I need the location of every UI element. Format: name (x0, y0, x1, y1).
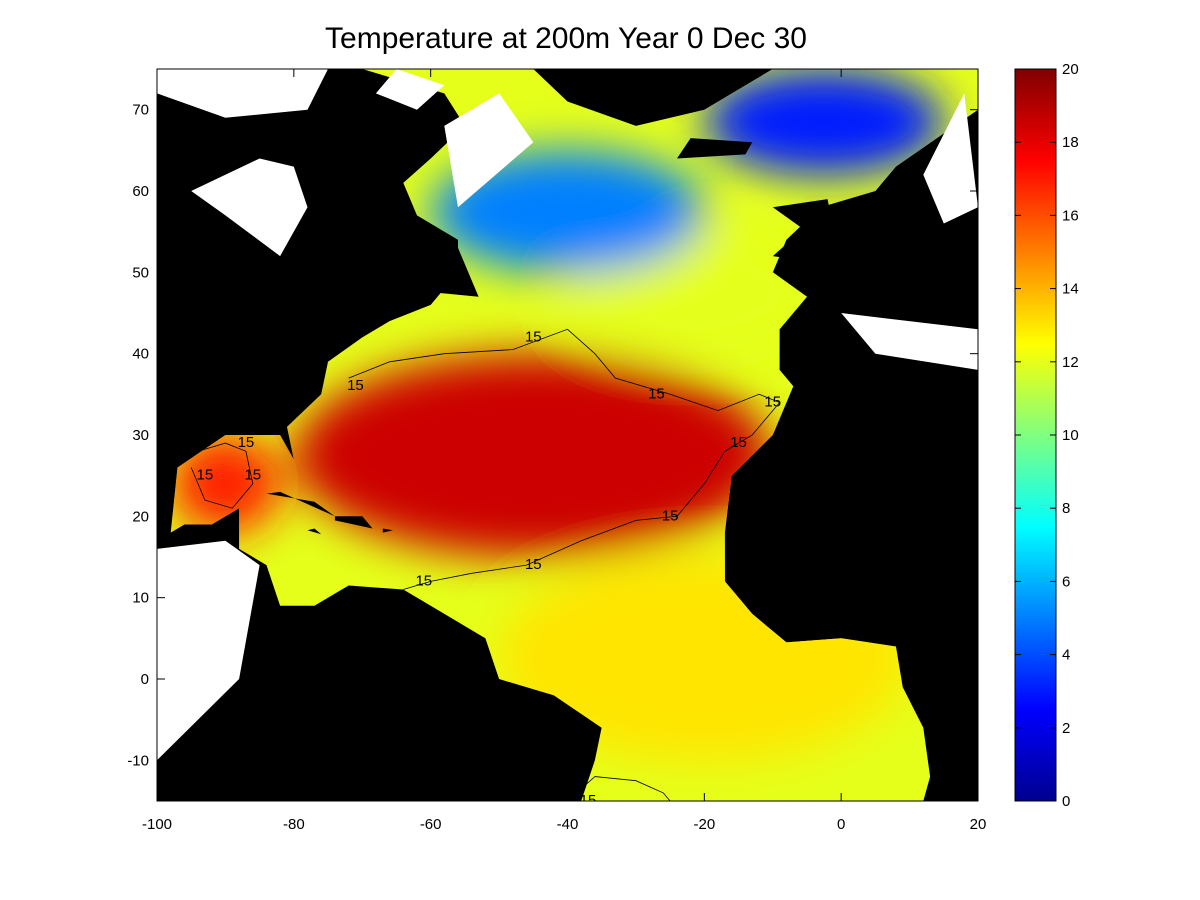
y-tick-label: 40 (132, 346, 149, 363)
contour-label: 15 (648, 385, 665, 402)
y-tick-label: 60 (132, 183, 149, 200)
ocean-temperature-field (170, 69, 978, 801)
contour-label: 15 (662, 507, 679, 524)
region-nordic-seas (704, 69, 944, 175)
contour-label: 15 (244, 467, 261, 484)
contour-label: 15 (197, 467, 214, 484)
x-axis: -100 -80 -60 -40 -20 0 20 (142, 69, 986, 833)
land-masses (266, 138, 842, 535)
colorbar-gradient (1014, 68, 1057, 802)
land-mass (334, 516, 373, 529)
contour-label: 15 (525, 328, 542, 345)
y-axis: -10 0 10 20 30 40 50 60 70 (127, 102, 978, 769)
y-tick-label: -10 (127, 752, 149, 769)
y-tick-label: 0 (141, 671, 149, 688)
colorbar-tick-label: 8 (1062, 500, 1070, 517)
white-land-region (841, 313, 978, 370)
colorbar: 0 2 4 6 8 10 12 14 16 18 20 (1014, 61, 1079, 810)
contour-label: 15 (415, 572, 432, 589)
y-tick-label: 50 (132, 264, 149, 281)
x-tick-label: 20 (970, 816, 987, 833)
colorbar-tick-label: 20 (1062, 61, 1079, 78)
colorbar-ticks: 0 2 4 6 8 10 12 14 16 18 20 (1015, 61, 1079, 810)
x-tick-label: -80 (283, 816, 305, 833)
contour-line (567, 776, 671, 801)
contour-label: 15 (525, 556, 542, 573)
colorbar-tick-label: 2 (1062, 720, 1070, 737)
colorbar-tick-label: 6 (1062, 573, 1070, 590)
colorbar-tick-label: 0 (1062, 793, 1070, 810)
colorbar-tick-label: 14 (1062, 281, 1079, 298)
x-tick-label: -100 (142, 816, 172, 833)
white-land-region (444, 93, 534, 208)
land-mass (307, 528, 322, 535)
land-mass (677, 138, 753, 159)
colorbar-tick-label: 10 (1062, 427, 1079, 444)
white-land-region (375, 69, 445, 110)
x-tick-label: -60 (420, 816, 442, 833)
x-tick-label: -20 (693, 816, 715, 833)
white-land-region (157, 540, 260, 761)
white-land-region (157, 69, 328, 118)
region-gulf-of-mexico (170, 435, 281, 533)
contour-15-lines (190, 328, 781, 801)
land-mass (266, 491, 335, 517)
y-tick-label: 10 (132, 590, 149, 607)
contour-label: 15 (730, 434, 747, 451)
contour-label: 15 (580, 792, 597, 809)
land-mass (772, 231, 801, 261)
y-tick-label: 30 (132, 427, 149, 444)
y-tick-label: 70 (132, 102, 149, 119)
contour-label: 15 (347, 377, 364, 394)
contour-label: 15 (238, 434, 255, 451)
ice-and-land-mask (157, 69, 978, 761)
land-mass (382, 528, 393, 533)
land-mass (772, 199, 842, 273)
region-subpolar-gyre (430, 150, 705, 273)
x-tick-label: 0 (837, 816, 845, 833)
land-mass (437, 247, 479, 297)
y-tick-label: 20 (132, 508, 149, 525)
map-plot-area: 15 15 15 15 15 15 15 15 15 15 15 15 (157, 69, 978, 809)
contour-line (348, 328, 781, 590)
plot-title: Temperature at 200m Year 0 Dec 30 (325, 22, 807, 55)
contour-line (190, 442, 254, 509)
white-land-region (923, 93, 978, 224)
colorbar-tick-label: 16 (1062, 207, 1079, 224)
x-tick-label: -40 (557, 816, 579, 833)
colorbar-tick-label: 18 (1062, 134, 1079, 151)
colorbar-tick-label: 12 (1062, 354, 1079, 371)
temperature-regions (170, 69, 944, 761)
white-land-region (191, 158, 308, 257)
colorbar-tick-label: 4 (1062, 647, 1070, 664)
region-subtropical-gyre (293, 353, 773, 557)
contour-label: 15 (764, 393, 781, 410)
contour-labels: 15 15 15 15 15 15 15 15 15 15 15 15 (197, 328, 782, 809)
